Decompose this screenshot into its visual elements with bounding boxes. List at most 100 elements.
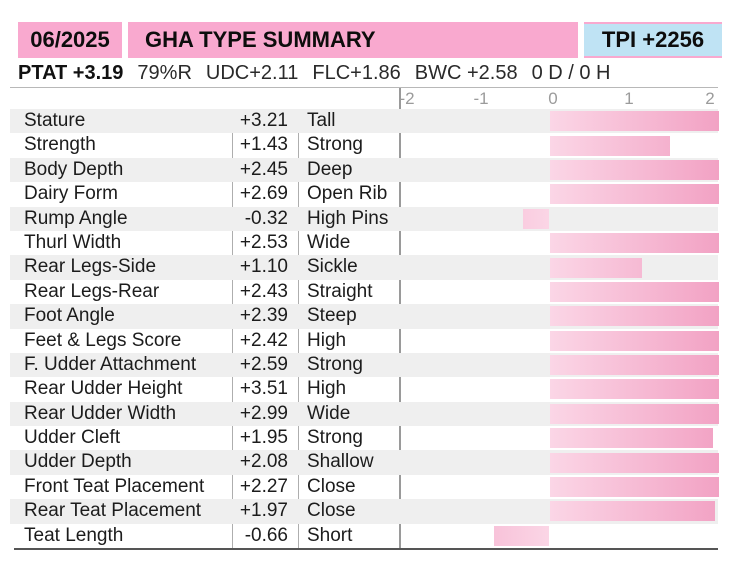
trait-value: +1.97 bbox=[239, 500, 288, 522]
trait-bar bbox=[549, 330, 719, 351]
trait-bar bbox=[549, 452, 719, 473]
trait-name: Foot Angle bbox=[24, 305, 115, 327]
trait-bar-cell bbox=[400, 524, 719, 548]
trait-name: Udder Depth bbox=[24, 451, 132, 473]
stat-segment-4: BWC +2.58 bbox=[414, 61, 518, 84]
table-row: Udder Cleft +1.95 Strong bbox=[10, 426, 718, 450]
trait-descriptor: High bbox=[307, 378, 347, 400]
table-row: Rear Legs-Rear +2.43 Straight bbox=[10, 280, 719, 304]
table-row: Rear Udder Width +2.99 Wide bbox=[10, 401, 719, 427]
table-row: Rear Teat Placement +1.97 Close bbox=[10, 499, 719, 524]
table-row: F. Udder Attachment +2.59 Strong bbox=[10, 352, 719, 378]
trait-descriptor: Strong bbox=[307, 353, 363, 375]
trait-descriptor: Steep bbox=[307, 305, 357, 327]
axis-tick-label: 0 bbox=[548, 89, 558, 108]
trait-value: +1.43 bbox=[239, 134, 288, 156]
trait-name: Body Depth bbox=[24, 158, 124, 180]
trait-value: +2.27 bbox=[239, 475, 288, 497]
trait-bar bbox=[494, 525, 550, 546]
trait-value: -0.66 bbox=[244, 524, 288, 546]
trait-value: +2.69 bbox=[239, 183, 288, 205]
table-row: Dairy Form +2.69 Open Rib bbox=[10, 182, 719, 206]
trait-bar bbox=[549, 281, 719, 302]
trait-descriptor: Deep bbox=[307, 158, 353, 180]
trait-bar-cell bbox=[400, 207, 719, 231]
trait-value: +1.10 bbox=[239, 256, 288, 278]
table-row: Stature +3.21 Tall bbox=[10, 109, 719, 134]
trait-bar bbox=[549, 501, 715, 522]
trait-bar-cell bbox=[400, 377, 719, 401]
table-row: Rear Udder Height +3.51 High bbox=[10, 377, 719, 401]
trait-bar bbox=[549, 403, 719, 424]
trait-name: Front Teat Placement bbox=[24, 475, 205, 497]
trait-name: Strength bbox=[24, 134, 96, 156]
trait-bar-cell bbox=[400, 426, 719, 450]
page-title: GHA TYPE SUMMARY bbox=[128, 22, 578, 58]
trait-bar bbox=[549, 184, 719, 205]
trait-bar-cell bbox=[400, 499, 719, 523]
trait-bar bbox=[549, 306, 719, 327]
trait-bar bbox=[549, 257, 642, 278]
trait-bar bbox=[549, 355, 719, 376]
header-divider bbox=[578, 22, 584, 58]
trait-value: +1.95 bbox=[239, 427, 288, 449]
trait-descriptor: Wide bbox=[307, 402, 351, 424]
trait-value: +2.42 bbox=[239, 329, 288, 351]
trait-bar-cell bbox=[400, 280, 719, 304]
trait-bar bbox=[549, 159, 719, 180]
trait-bar-cell bbox=[400, 353, 719, 377]
trait-name: Thurl Width bbox=[24, 231, 122, 253]
trait-value: +2.45 bbox=[239, 158, 288, 180]
trait-name: Stature bbox=[24, 110, 86, 131]
table-row: Teat Length -0.66 Short bbox=[10, 524, 718, 548]
trait-value: +2.53 bbox=[239, 231, 288, 253]
header-divider bbox=[122, 22, 128, 58]
trait-bar-cell bbox=[400, 133, 719, 157]
stat-segment-1: 79%R bbox=[137, 61, 192, 84]
trait-value: +2.99 bbox=[239, 402, 288, 424]
trait-table: Stature +3.21 Tall Strength +1.43 Strong Body … bbox=[10, 109, 719, 548]
trait-bar-cell bbox=[400, 231, 719, 255]
table-row: Udder Depth +2.08 Shallow bbox=[10, 450, 719, 475]
trait-value: +2.08 bbox=[239, 451, 288, 473]
trait-name: Rear Udder Width bbox=[24, 402, 177, 424]
trait-descriptor: Tall bbox=[307, 110, 336, 131]
trait-bar-cell bbox=[400, 158, 719, 182]
trait-bar bbox=[549, 135, 670, 156]
trait-bar-cell bbox=[400, 329, 719, 353]
trait-value: +3.51 bbox=[239, 378, 288, 400]
trait-descriptor: Straight bbox=[307, 280, 373, 302]
trait-value: +2.59 bbox=[239, 353, 288, 375]
trait-descriptor: Open Rib bbox=[307, 183, 388, 205]
table-row: Foot Angle +2.39 Steep bbox=[10, 304, 719, 329]
trait-descriptor: Wide bbox=[307, 231, 351, 253]
trait-bar-cell bbox=[400, 255, 719, 279]
trait-value: -0.32 bbox=[244, 207, 288, 229]
stat-segment-5: 0 D / 0 H bbox=[531, 61, 611, 84]
trait-descriptor: High Pins bbox=[307, 207, 389, 229]
report-date: 06/2025 bbox=[18, 22, 122, 58]
trait-name: Feet & Legs Score bbox=[24, 329, 182, 351]
stat-segment-2: UDC+2.11 bbox=[205, 61, 299, 84]
tpi-block-wrap: TPI +2256 bbox=[584, 22, 722, 58]
trait-descriptor: Close bbox=[307, 500, 356, 522]
table-row: Body Depth +2.45 Deep bbox=[10, 157, 719, 183]
table-row: Thurl Width +2.53 Wide bbox=[10, 231, 719, 255]
trait-bar bbox=[549, 111, 719, 132]
trait-bar-cell bbox=[400, 450, 719, 474]
axis-tick-label: -2 bbox=[399, 89, 415, 108]
trait-bar-cell bbox=[400, 109, 719, 133]
trait-name: Rear Teat Placement bbox=[24, 500, 202, 522]
axis-tick-label: 2 bbox=[705, 89, 715, 108]
trait-value: +2.43 bbox=[239, 280, 288, 302]
trait-bar bbox=[522, 208, 550, 229]
header-band: 06/2025 GHA TYPE SUMMARY TPI +2256 bbox=[18, 22, 722, 58]
trait-bar bbox=[549, 428, 714, 449]
trait-bar-cell bbox=[400, 475, 719, 499]
trait-descriptor: Strong bbox=[307, 134, 363, 156]
trait-descriptor: Close bbox=[307, 475, 356, 497]
stat-segment-0: PTAT +3.19 bbox=[18, 61, 124, 84]
stats-row: PTAT +3.19 79%R UDC+2.11 FLC+1.86 BWC +2.58 0… bbox=[18, 60, 738, 86]
trait-descriptor: Strong bbox=[307, 427, 363, 449]
trait-bar-cell bbox=[400, 182, 719, 206]
